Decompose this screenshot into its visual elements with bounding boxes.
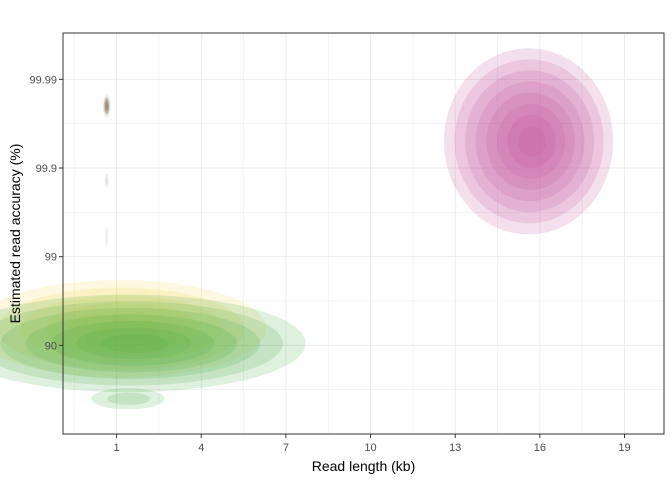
density-level: [105, 176, 108, 186]
density-level: [103, 96, 111, 116]
x-tick-label: 7: [283, 442, 289, 454]
density-level: [454, 59, 604, 224]
x-tick-label: 13: [449, 442, 461, 454]
density-series: [104, 98, 110, 115]
density-level: [104, 98, 110, 115]
density-level: [0, 301, 283, 386]
density-level: [102, 94, 111, 118]
density-level: [105, 226, 109, 248]
density-level: [91, 388, 165, 410]
density-level: [76, 327, 192, 360]
density-level: [517, 125, 547, 157]
density-level: [507, 114, 556, 168]
y-axis-ticks: 90 99 99.9 99.99: [29, 74, 63, 352]
density-level: [107, 392, 151, 405]
density-level: [475, 81, 585, 202]
density-level: [0, 294, 306, 393]
density-level: [0, 307, 261, 379]
y-tick-label: 99.9: [36, 163, 57, 175]
density-level: [465, 70, 595, 213]
density-level: [104, 173, 109, 189]
density-series: [102, 94, 111, 248]
density-contours: [0, 48, 614, 410]
density-level: [104, 98, 110, 114]
y-tick-label: 99.99: [29, 74, 57, 86]
grid: [63, 33, 664, 434]
density-level: [104, 99, 109, 113]
x-axis-title: Read length (kb): [312, 458, 416, 474]
x-tick-label: 1: [114, 442, 120, 454]
density-level: [486, 92, 575, 191]
y-tick-label: 90: [45, 340, 57, 352]
density-level: [443, 48, 614, 235]
density-level: [93, 318, 158, 340]
density-level: [0, 287, 245, 370]
density-level: [496, 103, 566, 180]
density-level: [105, 103, 108, 109]
density-level: [0, 280, 267, 378]
panel-border: [62, 32, 665, 435]
density-level: [105, 101, 109, 111]
density-level: [101, 334, 169, 353]
x-tick-label: 4: [198, 442, 204, 454]
density-level: [105, 101, 109, 111]
x-tick-label: 16: [534, 442, 546, 454]
y-tick-label: 99: [45, 252, 57, 264]
density-series: [0, 280, 267, 378]
y-axis-title: Estimated read accuracy (%): [7, 144, 23, 324]
density-series: [443, 48, 614, 235]
density-level: [51, 320, 215, 366]
density-level: [68, 310, 180, 348]
density-series: [0, 294, 306, 410]
x-tick-label: 19: [618, 442, 630, 454]
density-level: [44, 302, 201, 355]
density-level: [25, 314, 238, 373]
x-axis-ticks: 1 4 7 10 13 16 19: [114, 434, 631, 454]
x-tick-label: 10: [364, 442, 376, 454]
density-level: [20, 295, 223, 363]
